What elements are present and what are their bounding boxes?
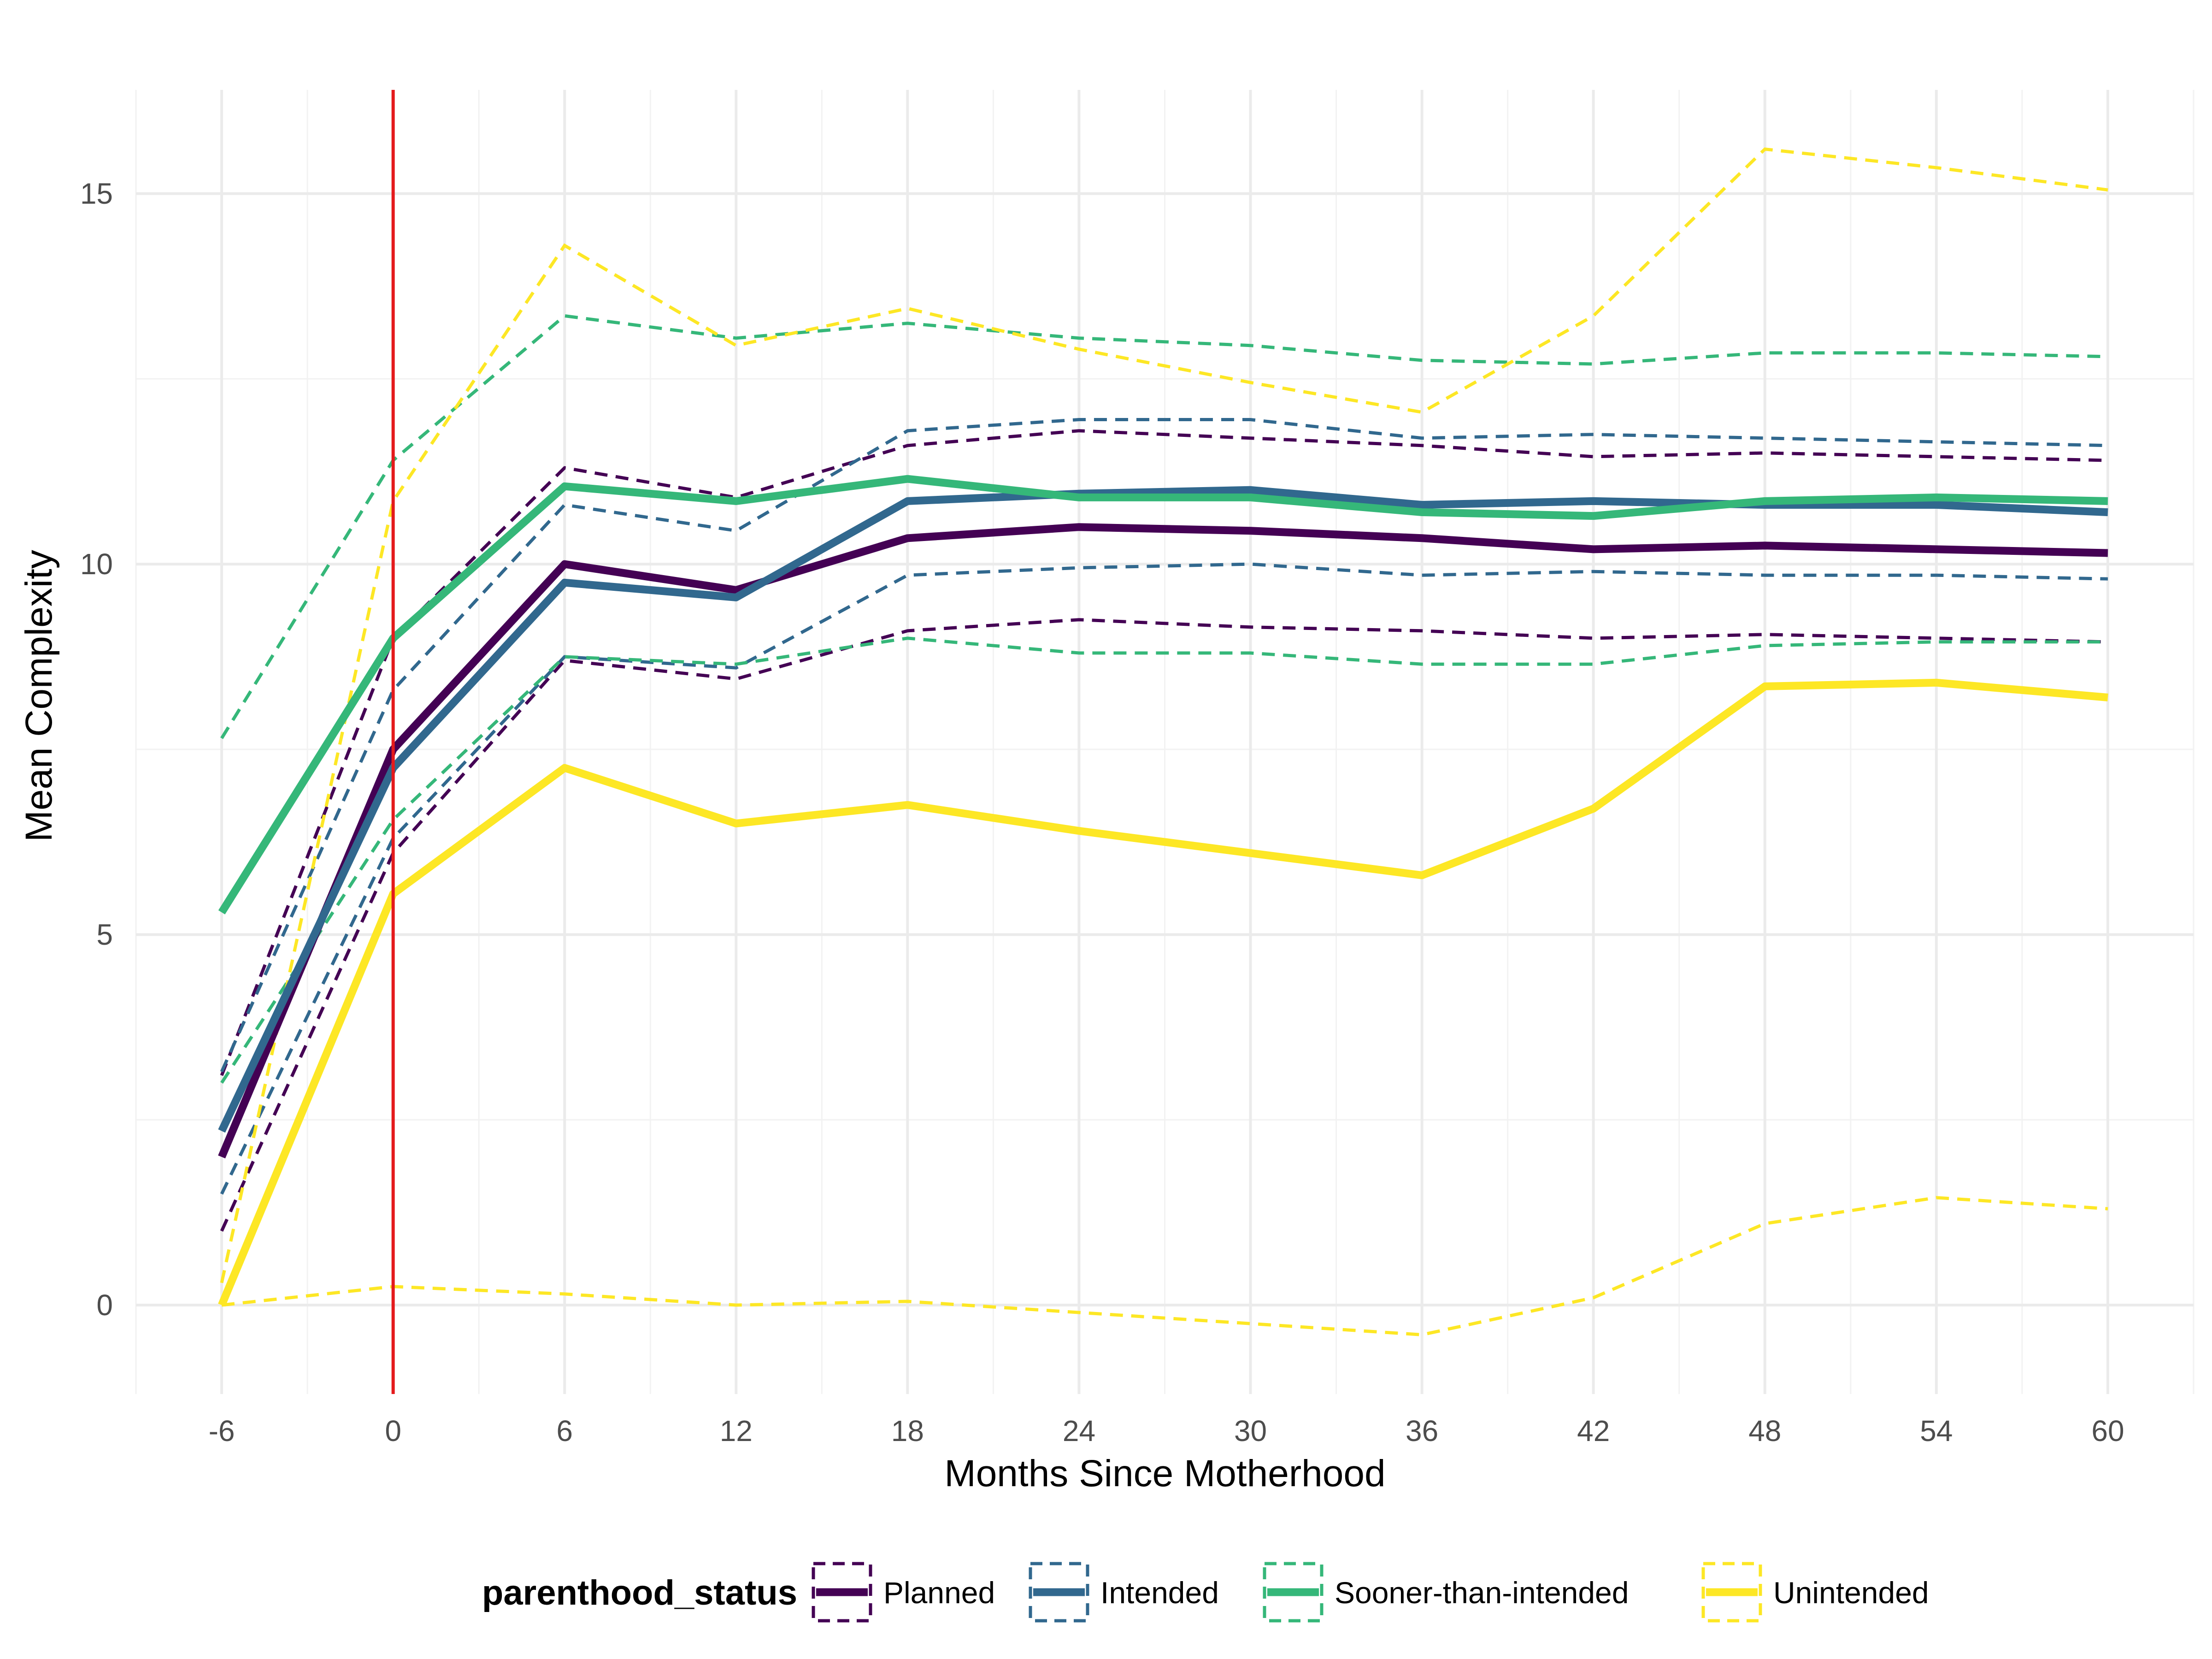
series-sooner-than-intended-lower (220, 636, 2108, 1084)
x-tick-label: 30 (1234, 1414, 1267, 1447)
legend-key-ci (1263, 1562, 1324, 1623)
x-tick-label: -6 (209, 1414, 235, 1447)
y-tick-label: 15 (80, 177, 113, 210)
legend-label: Intended (1100, 1576, 1219, 1610)
legend-item-planned: Planned (812, 1562, 995, 1623)
series-layer (218, 147, 2108, 1336)
x-tick-label: 18 (891, 1414, 924, 1447)
y-tick-label: 0 (96, 1288, 113, 1322)
legend-label: Sooner-than-intended (1335, 1576, 1629, 1610)
series-intended-mean (218, 486, 2108, 1133)
x-tick-label: 24 (1063, 1414, 1095, 1447)
x-tick-label: 42 (1577, 1414, 1610, 1447)
x-tick-label: 48 (1748, 1414, 1781, 1447)
legend-label: Planned (883, 1576, 995, 1610)
x-axis-ticks: -6 0 6 12 18 24 30 36 42 48 54 60 (209, 1414, 2124, 1447)
legend-item-unintended: Unintended (1701, 1562, 1929, 1623)
series-intended-lower (220, 562, 2108, 1195)
y-axis-title: Mean Complexity (18, 550, 60, 841)
x-tick-label: 12 (720, 1414, 753, 1447)
legend-items: Planned Intended Sooner-than-intended Unint… (812, 1562, 1929, 1623)
legend-label: Unintended (1773, 1576, 1929, 1610)
series-unintended-mean (218, 678, 2108, 1307)
y-axis-ticks: 0 5 10 15 (80, 177, 113, 1322)
legend-key-ci (812, 1562, 872, 1623)
y-tick-label: 5 (96, 918, 113, 951)
x-tick-label: 0 (385, 1414, 401, 1447)
x-tick-label: 36 (1406, 1414, 1438, 1447)
legend-item-intended: Intended (1029, 1562, 1219, 1623)
x-axis-title: Months Since Motherhood (944, 1453, 1385, 1494)
legend-key-ci (1029, 1562, 1089, 1623)
series-unintended-lower (221, 1196, 2108, 1336)
legend-key-ci (1701, 1562, 1762, 1623)
legend-title: parenthood_status (482, 1573, 797, 1612)
series-planned-upper (220, 429, 2108, 1076)
series-intended-upper (220, 418, 2108, 1072)
x-tick-label: 6 (556, 1414, 573, 1447)
series-planned-mean (218, 523, 2108, 1159)
x-tick-label: 60 (2091, 1414, 2124, 1447)
legend-item-sooner-than-intended: Sooner-than-intended (1263, 1562, 1629, 1623)
series-sooner-than-intended-mean (218, 475, 2108, 915)
x-tick-label: 54 (1920, 1414, 1953, 1447)
series-planned-lower (220, 618, 2108, 1232)
y-tick-label: 10 (80, 547, 113, 581)
minor-gridlines (135, 90, 2194, 1394)
series-unintended-upper (220, 147, 2108, 1283)
legend: parenthood_status Planned Intended Sooner-… (482, 1562, 1929, 1623)
series-sooner-than-intended-upper (220, 314, 2108, 739)
